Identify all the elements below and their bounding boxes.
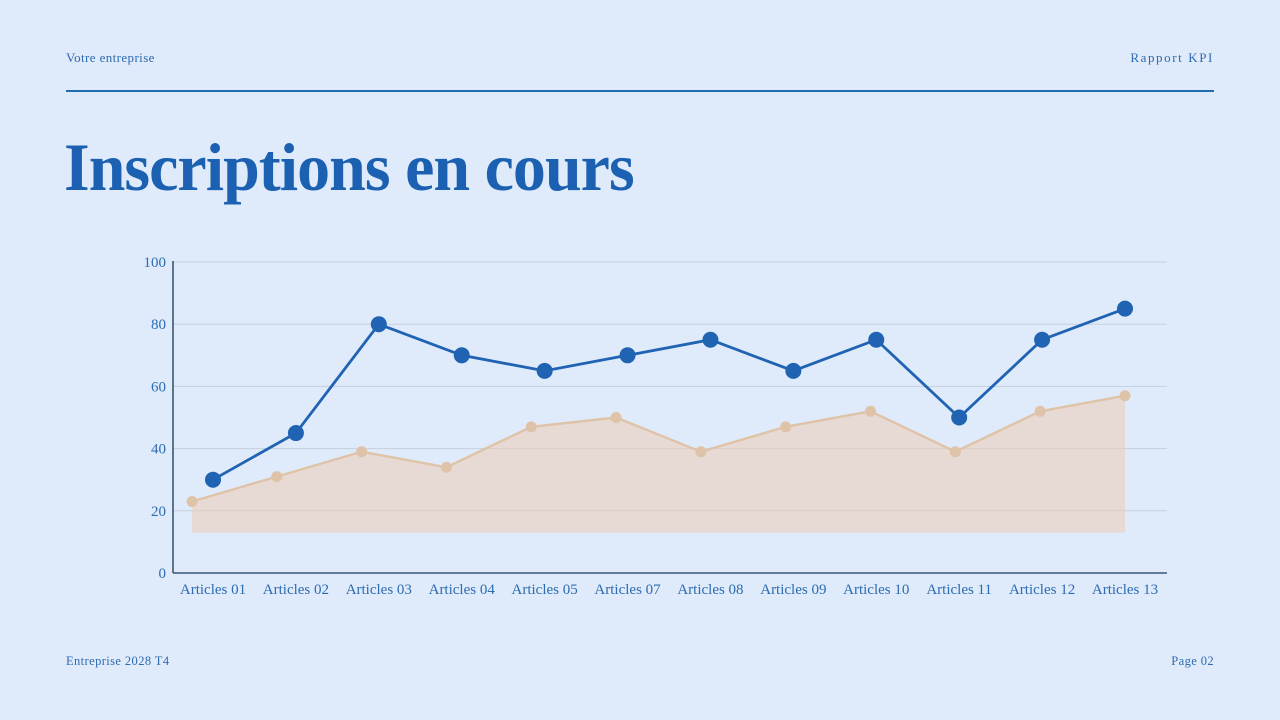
registrations-line-series-point (287, 425, 304, 442)
registrations-area-series-point (440, 461, 452, 473)
registrations-line-series-point (536, 362, 553, 379)
registrations-area-series-point (271, 471, 283, 483)
x-tick-label: Articles 05 (512, 582, 578, 598)
registrations-line-series-point (951, 409, 968, 426)
registrations-area-series-point (949, 446, 961, 458)
registrations-area-series-point (186, 495, 198, 507)
y-tick-label: 40 (151, 442, 166, 458)
header-company-label: Votre entreprise (66, 50, 155, 65)
x-tick-label: Articles 12 (1009, 582, 1075, 598)
registrations-area-series (191, 394, 1126, 503)
registrations-area-series-point (1119, 390, 1131, 402)
registrations-line-series-point (1117, 300, 1133, 317)
registrations-area-series-fill (192, 395, 1125, 533)
y-tick-label: 60 (151, 379, 166, 395)
registrations-area-series-point (525, 421, 537, 433)
x-tick-label: Articles 03 (346, 582, 412, 598)
x-tick-label: Articles 07 (594, 582, 661, 598)
y-tick-label: 100 (144, 255, 167, 271)
header-report-label: Rapport KPI (1130, 50, 1214, 65)
registrations-line-series-point (702, 331, 719, 348)
registrations-area-series-point (356, 446, 368, 458)
y-tick-label: 80 (151, 317, 166, 333)
footer-company-label: Entreprise 2028 T4 (66, 654, 170, 668)
registrations-area-series-point (695, 446, 707, 458)
x-tick-label: Articles 10 (843, 582, 909, 598)
x-tick-label: Articles 04 (429, 582, 496, 598)
header-divider (66, 90, 1214, 92)
registrations-line-series-point (370, 316, 387, 333)
y-tick-label: 20 (151, 504, 166, 520)
x-tick-label: Articles 08 (677, 582, 743, 598)
x-tick-label: Articles 11 (926, 582, 992, 598)
registrations-area-series-point (1034, 405, 1046, 417)
page-number: Page 02 (1171, 654, 1214, 668)
registrations-line-series-point (868, 331, 885, 348)
registrations-line-series-point (453, 347, 470, 364)
registrations-area-series-point (780, 421, 792, 433)
registrations-line-series-point (205, 471, 221, 488)
x-tick-label: Articles 09 (760, 582, 826, 598)
registrations-area-series-point (865, 405, 877, 417)
registrations-line-series-point (1034, 331, 1051, 348)
registrations-line-series-point (619, 347, 636, 364)
registrations-line-series-point (785, 362, 802, 379)
y-tick-label: 0 (159, 566, 167, 582)
registrations-area-series-point (610, 412, 622, 423)
registrations-line-series (212, 307, 1126, 481)
x-tick-label: Articles 01 (180, 582, 246, 598)
x-tick-label: Articles 02 (263, 582, 329, 598)
x-tick-label: Articles 13 (1092, 582, 1158, 598)
page-title: Inscriptions en cours (64, 129, 635, 205)
